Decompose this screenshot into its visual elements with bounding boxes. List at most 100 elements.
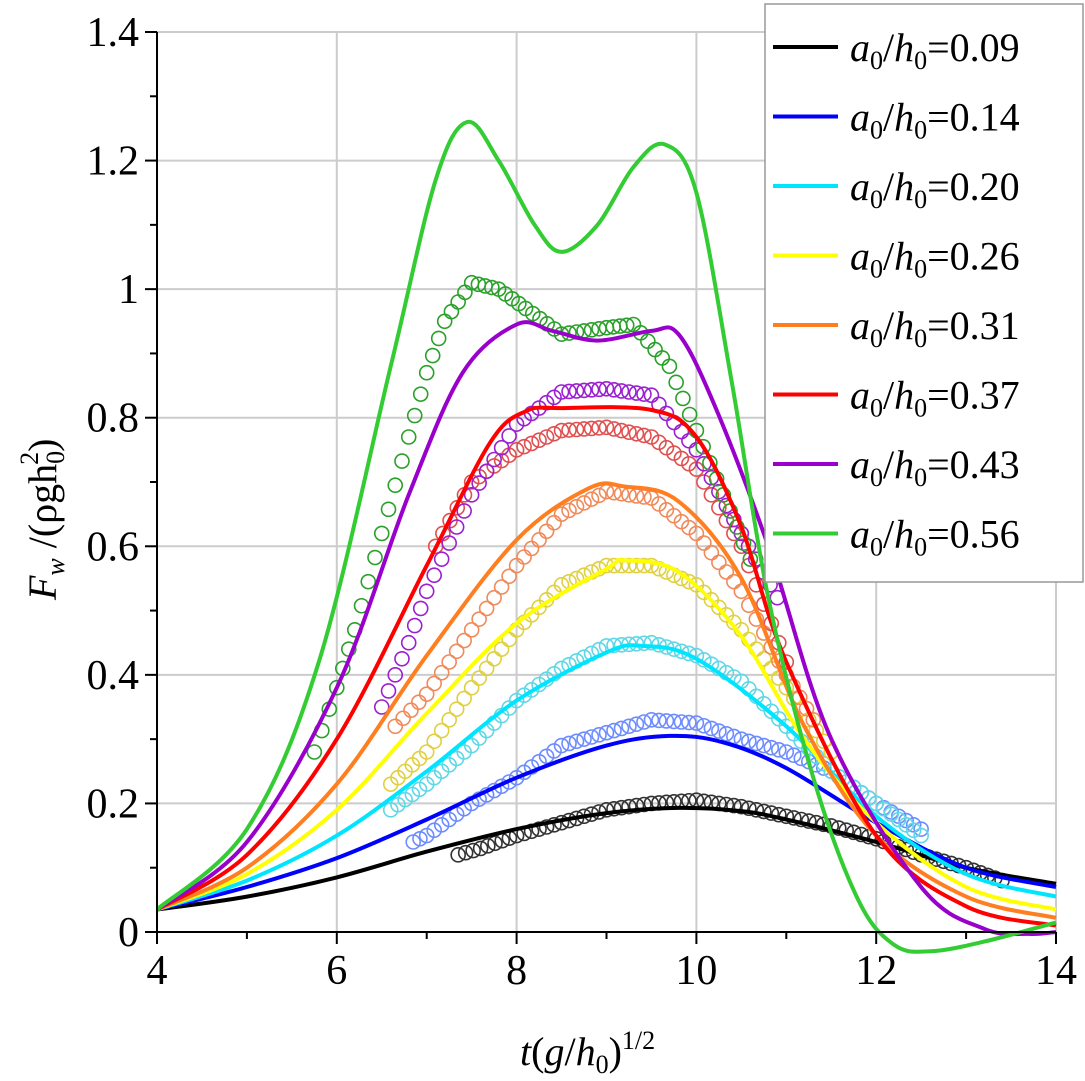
data-marker: [628, 557, 645, 574]
data-marker: [568, 498, 585, 515]
data-marker: [456, 503, 472, 519]
data-marker: [598, 419, 615, 436]
data-marker: [457, 844, 474, 861]
legend-entry: a0/h0=0.37: [850, 373, 1020, 423]
data-marker: [675, 390, 691, 407]
data-marker: [538, 429, 555, 445]
data-marker: [741, 800, 757, 817]
data-marker: [606, 382, 622, 398]
legend-entry: a0/h0=0.20: [850, 164, 1020, 214]
series-line: [155, 320, 1057, 937]
data-marker: [628, 716, 645, 732]
data-marker: [471, 670, 487, 686]
data-marker: [441, 712, 457, 728]
data-marker: [493, 579, 510, 595]
legend: a0/h0=0.09 a0/h0=0.14 a0/h0=0.20 a0/h0=0.26…: [764, 3, 1084, 583]
legend-entry: a0/h0=0.31: [850, 303, 1020, 353]
data-marker: [913, 821, 929, 837]
data-marker: [613, 422, 630, 439]
data-marker: [424, 347, 441, 364]
legend-entry: a0/h0=0.09: [850, 25, 1020, 75]
data-marker: [583, 491, 600, 507]
data-marker: [696, 535, 712, 551]
data-marker: [618, 317, 635, 334]
y-axis-label: Fw /(ρgh02): [15, 438, 70, 601]
data-marker: [380, 501, 397, 518]
data-marker: [403, 702, 419, 719]
x-tick-label: 14: [1035, 948, 1077, 994]
data-marker: [561, 502, 577, 519]
data-marker: [367, 549, 383, 566]
data-marker: [546, 425, 562, 442]
data-marker: [471, 611, 487, 627]
data-marker: [486, 589, 502, 606]
data-marker: [703, 720, 720, 737]
data-marker: [621, 384, 637, 400]
data-marker: [531, 821, 547, 837]
data-marker: [681, 573, 697, 590]
data-marker: [711, 723, 727, 739]
data-marker: [598, 380, 615, 397]
data-marker: [373, 699, 390, 715]
data-marker: [387, 718, 404, 735]
data-marker: [395, 710, 411, 727]
data-marker: [456, 632, 472, 649]
y-tick-label: 1: [118, 267, 139, 313]
data-marker: [606, 557, 622, 574]
data-marker: [493, 641, 510, 657]
data-marker: [763, 739, 780, 756]
data-marker: [681, 714, 697, 731]
y-tick-label: 0.8: [87, 396, 140, 442]
data-marker: [450, 847, 466, 863]
data-marker: [591, 381, 607, 398]
data-marker: [426, 567, 442, 584]
data-marker: [448, 519, 465, 535]
data-marker: [726, 573, 742, 590]
data-marker: [681, 406, 698, 423]
data-marker: [636, 427, 652, 444]
data-marker: [516, 438, 532, 455]
data-marker: [501, 568, 517, 585]
data-marker: [538, 523, 555, 540]
data-marker: [636, 796, 652, 813]
data-marker: [471, 475, 487, 491]
data-marker: [501, 631, 517, 648]
data-marker: [531, 532, 547, 548]
data-marker: [516, 549, 532, 565]
data-marker: [546, 514, 562, 531]
data-marker: [501, 428, 517, 444]
data-marker: [486, 650, 502, 667]
data-marker: [426, 733, 442, 750]
data-marker: [433, 664, 450, 681]
data-marker: [328, 679, 345, 696]
data-marker: [636, 635, 652, 652]
data-marker: [433, 551, 450, 567]
data-marker: [441, 654, 457, 670]
legend-entry: a0/h0=0.43: [850, 442, 1020, 492]
data-marker: [583, 382, 600, 398]
data-marker: [643, 634, 660, 651]
data-marker: [448, 701, 465, 717]
data-marker: [756, 737, 772, 754]
data-marker: [696, 717, 712, 734]
data-marker: [898, 812, 914, 829]
data-marker: [576, 382, 592, 399]
data-marker: [450, 294, 466, 310]
data-marker: [583, 420, 600, 437]
data-marker: [484, 279, 500, 296]
data-marker: [778, 744, 795, 760]
data-marker: [771, 742, 787, 758]
data-marker: [636, 714, 652, 730]
data-marker: [443, 303, 460, 320]
data-marker: [838, 822, 855, 839]
series-line: [156, 643, 1057, 912]
data-marker: [576, 421, 592, 437]
data-marker: [478, 600, 495, 617]
data-marker: [643, 712, 660, 728]
data-marker: [463, 622, 480, 638]
data-marker: [561, 383, 577, 400]
data-marker: [666, 713, 682, 730]
data-marker: [380, 683, 397, 699]
data-marker: [561, 422, 577, 438]
legend-entry: a0/h0=0.26: [850, 234, 1020, 284]
